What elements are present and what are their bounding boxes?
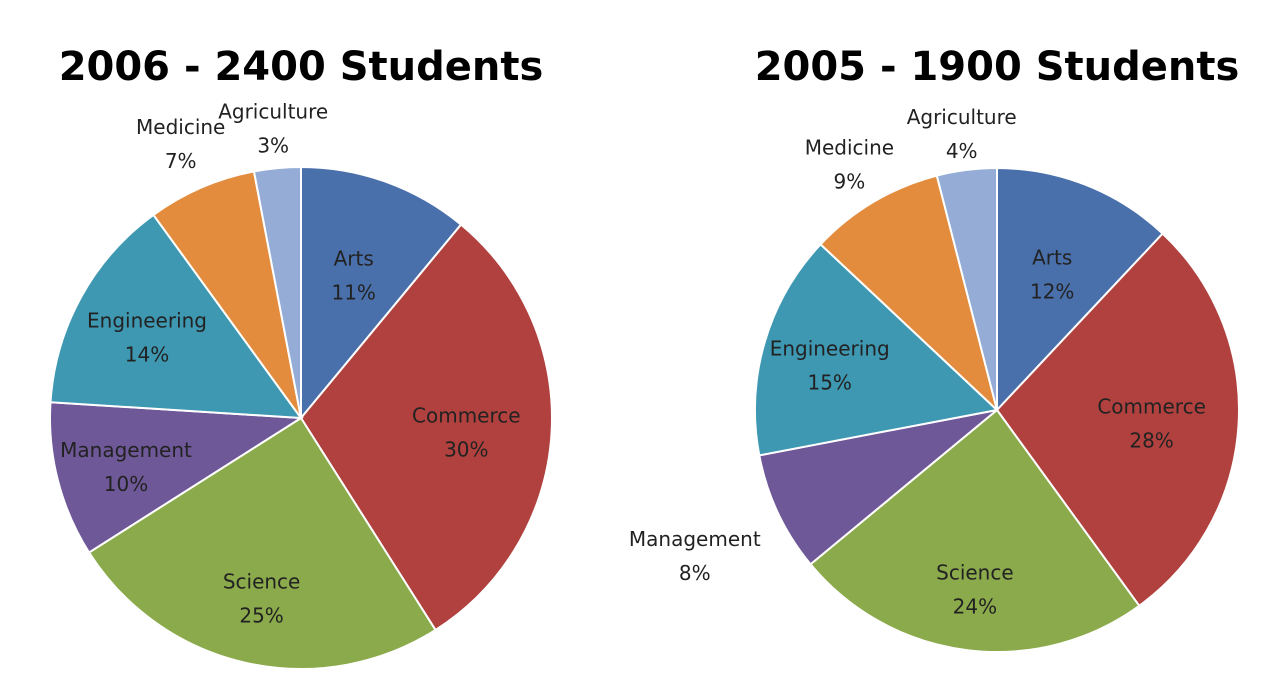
pie-slice-management bbox=[758, 409, 998, 566]
pie-chart-2006: 2006 - 2400 Students Arts 11% Commerce 30% S… bbox=[49, 44, 553, 670]
pie-value-engineering: 14% bbox=[125, 342, 169, 366]
pie-value-commerce: 28% bbox=[1129, 429, 1173, 453]
pie-slice-science bbox=[87, 416, 437, 670]
pie-label-agriculture: Agriculture bbox=[907, 105, 1017, 129]
pie-label-science: Science bbox=[223, 569, 301, 593]
chart-title-2005: 2005 - 1900 Students bbox=[755, 44, 1240, 90]
pie-slices-2006 bbox=[49, 165, 553, 670]
pie-value-management: 10% bbox=[104, 472, 148, 496]
pie-label-management: Management bbox=[629, 527, 761, 551]
pie-slice-commerce bbox=[299, 223, 553, 632]
pie-slice-medicine bbox=[819, 174, 999, 414]
pie-value-agriculture: 3% bbox=[257, 133, 289, 157]
pie-value-arts: 12% bbox=[1030, 280, 1074, 304]
pie-label-science: Science bbox=[936, 560, 1014, 584]
pie-slice-arts bbox=[300, 165, 463, 421]
pie-value-medicine: 9% bbox=[834, 169, 866, 193]
pie-slice-management bbox=[49, 401, 305, 554]
pie-labels-2005: Arts 12% Commerce 28% Science 24% Management 8%… bbox=[629, 105, 1206, 618]
pie-slice-arts bbox=[996, 166, 1165, 413]
pie-label-arts: Arts bbox=[334, 247, 374, 271]
pie-value-engineering: 15% bbox=[807, 370, 851, 394]
pie-label-medicine: Medicine bbox=[805, 135, 894, 159]
pie-value-arts: 11% bbox=[331, 281, 375, 305]
pie-value-management: 8% bbox=[679, 561, 711, 585]
pie-slice-engineering bbox=[754, 242, 1000, 457]
pie-value-science: 24% bbox=[953, 594, 997, 618]
pie-slice-commerce bbox=[995, 232, 1240, 608]
pie-label-engineering: Engineering bbox=[770, 336, 890, 360]
pie-value-agriculture: 4% bbox=[946, 139, 978, 163]
pie-label-commerce: Commerce bbox=[412, 403, 521, 427]
pie-label-management: Management bbox=[60, 438, 192, 462]
pie-slice-science bbox=[809, 408, 1141, 653]
pie-slices-2005 bbox=[754, 166, 1240, 653]
pie-value-commerce: 30% bbox=[444, 437, 488, 461]
pie-slice-agriculture bbox=[935, 166, 998, 411]
pie-label-medicine: Medicine bbox=[136, 115, 225, 139]
chart-title-2006: 2006 - 2400 Students bbox=[59, 44, 544, 90]
pie-labels-2006: Arts 11% Commerce 30% Science 25% Management 10… bbox=[60, 99, 520, 627]
pie-value-science: 25% bbox=[239, 603, 283, 627]
pie-label-agriculture: Agriculture bbox=[218, 99, 328, 123]
pie-slice-engineering bbox=[49, 213, 304, 420]
pie-slice-medicine bbox=[152, 170, 302, 419]
pie-slice-agriculture bbox=[252, 165, 302, 419]
pie-label-arts: Arts bbox=[1032, 246, 1072, 270]
pie-label-engineering: Engineering bbox=[87, 308, 207, 332]
pie-value-medicine: 7% bbox=[165, 149, 197, 173]
pie-label-commerce: Commerce bbox=[1097, 395, 1206, 419]
pie-chart-2005: 2005 - 1900 Students Arts 12% Commerce 28% S… bbox=[629, 44, 1240, 653]
